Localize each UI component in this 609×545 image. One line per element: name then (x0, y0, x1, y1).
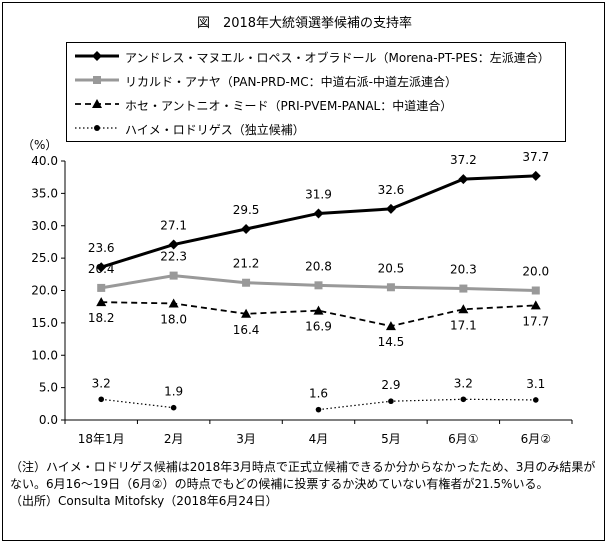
series-2-point-1 (168, 298, 179, 308)
series-2-label-4: 14.5 (378, 335, 405, 349)
series-1-label-0: 20.4 (88, 262, 115, 276)
legend-label-anaya: リカルド・アナヤ（PAN-PRD-MC：中道右派-中道左派連合） (125, 75, 457, 89)
series-0-label-6: 37.7 (522, 150, 549, 164)
series-0-point-1 (168, 239, 179, 250)
legend-label-rodriguez: ハイメ・ロドリゲス（独立候補） (125, 123, 305, 137)
series-3-label-0: 3.2 (92, 376, 111, 390)
series-0-label-2: 29.5 (233, 203, 260, 217)
series-3-line-0 (101, 398, 174, 409)
series-0-label-0: 23.6 (88, 241, 115, 255)
series-0-label-5: 37.2 (450, 153, 477, 167)
legend-swatch-rodriguez (75, 125, 119, 131)
series-1-point-6 (531, 286, 540, 295)
series-0-point-6 (530, 170, 541, 181)
y-tick-label-0: 0.0 (39, 413, 58, 427)
y-tick-label-6: 30.0 (31, 219, 58, 233)
y-tick-label-5: 25.0 (31, 251, 58, 265)
x-tick-label-1: 2月 (164, 432, 184, 446)
series-3-point-1 (170, 404, 177, 411)
legend-label-meade: ホセ・アントニオ・ミード（PRI-PVEM-PANAL：中道連合） (125, 99, 453, 113)
series-2-point-2 (241, 308, 252, 318)
y-tick-label-7: 35.0 (31, 186, 58, 200)
y-tick-label-4: 20.0 (31, 284, 58, 298)
series-2-label-2: 16.4 (233, 323, 260, 337)
legend-item-obrador: アンドレス・マヌエル・ロペス・オブラドール（Morena-PT-PES：左派連合… (67, 46, 565, 68)
series-3-point-4 (388, 398, 394, 405)
series-3-point-0 (98, 396, 105, 403)
series-1-point-1 (169, 271, 178, 280)
y-tick-label-1: 5.0 (39, 381, 58, 395)
series-2-point-3 (313, 305, 324, 315)
series-1-point-0 (97, 283, 106, 292)
series-2-label-1: 18.0 (160, 312, 187, 326)
y-axis-unit: （%） (22, 138, 58, 152)
legend-swatch-anaya (75, 76, 119, 84)
legend-swatch-meade (75, 99, 119, 108)
legend: アンドレス・マヌエル・ロペス・オブラドール（Morena-PT-PES：左派連合… (66, 42, 566, 142)
series-1-point-2 (242, 278, 251, 287)
series-0-point-3 (313, 208, 324, 219)
figure-frame (2, 2, 605, 541)
x-tick-label-2: 3月 (236, 432, 256, 446)
series-1-label-1: 22.3 (160, 250, 187, 264)
series-1-label-6: 20.0 (522, 265, 549, 279)
series-3-label-5: 3.2 (454, 376, 473, 390)
y-tick-label-8: 40.0 (31, 154, 58, 168)
series-0-point-5 (458, 174, 469, 185)
series-2-label-3: 16.9 (305, 320, 332, 334)
legend-item-rodriguez: ハイメ・ロドリゲス（独立候補） (67, 118, 565, 140)
series-2-point-6 (530, 300, 541, 310)
series-1-point-5 (459, 284, 468, 293)
series-1-point-3 (314, 281, 323, 290)
series-0-label-1: 27.1 (160, 219, 187, 233)
x-tick-label-6: 6月② (521, 432, 551, 446)
x-tick-label-4: 5月 (381, 432, 401, 446)
series-3-point-6 (532, 397, 539, 403)
series-2-label-0: 18.2 (88, 311, 115, 325)
series-1-point-4 (386, 283, 395, 292)
source-note: （出所）Consulta Mitofsky（2018年6月24日） (10, 494, 278, 508)
series-3-label-1: 1.9 (164, 385, 183, 399)
legend-swatch-obrador (75, 51, 119, 61)
series-2-label-6: 17.7 (522, 314, 549, 328)
series-3-point-5 (460, 396, 467, 403)
legend-label-obrador: アンドレス・マヌエル・ロペス・オブラドール（Morena-PT-PES：左派連合… (125, 51, 550, 65)
series-2-point-4 (385, 321, 396, 331)
series-1-label-2: 21.2 (233, 257, 260, 271)
y-tick-label-3: 15.0 (31, 316, 58, 330)
series-2-point-0 (96, 297, 107, 307)
chart-title: 図 2018年大統領選挙候補の支持率 (196, 16, 413, 31)
x-tick-label-5: 6月① (448, 432, 478, 446)
series-0-point-4 (385, 203, 396, 214)
series-2-label-5: 17.1 (450, 318, 477, 332)
legend-item-anaya: リカルド・アナヤ（PAN-PRD-MC：中道右派-中道左派連合） (67, 70, 565, 92)
series-0-point-0 (96, 262, 107, 273)
series-1-label-3: 20.8 (305, 259, 332, 273)
series-0-point-2 (241, 223, 252, 234)
series-0-label-3: 31.9 (305, 187, 332, 201)
series-3-line-1 (318, 398, 536, 411)
x-tick-label-3: 4月 (309, 432, 329, 446)
footnote: （注）ハイメ・ロドリゲス候補は2018年3月時点で正式立候補できるか分からなかっ… (10, 460, 596, 491)
legend-item-meade: ホセ・アントニオ・ミード（PRI-PVEM-PANAL：中道連合） (67, 94, 565, 116)
series-0-label-4: 32.6 (378, 183, 405, 197)
series-1-label-5: 20.3 (450, 263, 477, 277)
series-3-point-3 (315, 406, 322, 413)
series-3-label-3: 1.6 (309, 387, 328, 401)
series-2-point-5 (458, 304, 469, 314)
x-tick-label-0: 18年1月 (78, 432, 125, 446)
notes: （注）ハイメ・ロドリゲス候補は2018年3月時点で正式立候補できるか分からなかっ… (10, 459, 600, 510)
series-3-label-4: 2.9 (381, 378, 400, 392)
series-1-label-4: 20.5 (378, 261, 405, 275)
y-tick-label-2: 10.0 (31, 348, 58, 362)
series-3-label-6: 3.1 (526, 377, 545, 391)
